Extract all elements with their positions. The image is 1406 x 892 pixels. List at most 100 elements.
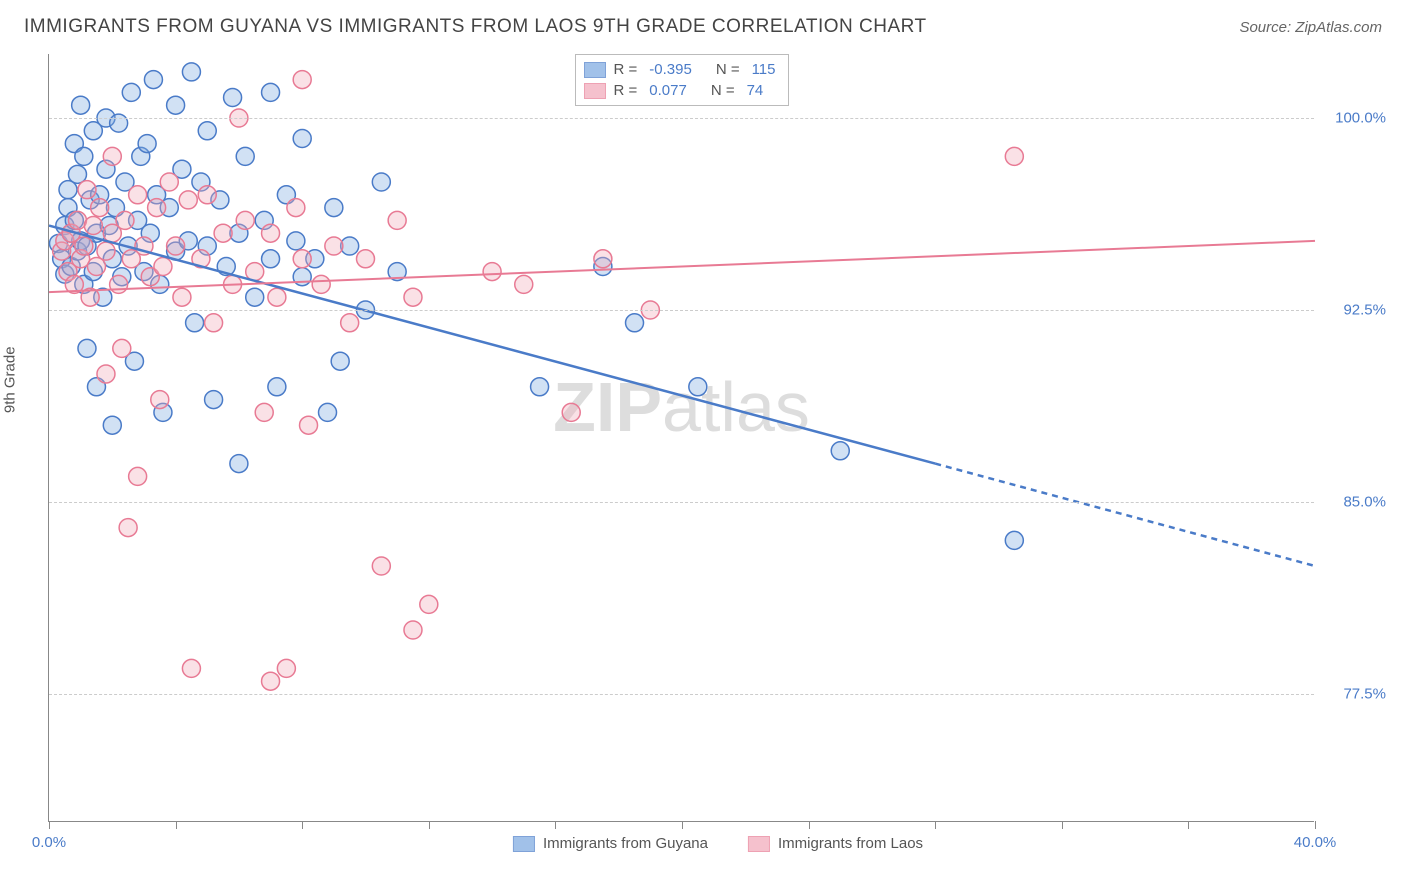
- scatter-point: [205, 391, 223, 409]
- legend-stats: R = -0.395 N = 115 R = 0.077 N = 74: [575, 54, 789, 106]
- scatter-point: [293, 129, 311, 147]
- scatter-point: [110, 114, 128, 132]
- scatter-point: [97, 365, 115, 383]
- xtick: [429, 821, 430, 829]
- regression-line-dashed: [935, 464, 1315, 566]
- scatter-point: [75, 147, 93, 165]
- scatter-point: [287, 232, 305, 250]
- scatter-point: [110, 275, 128, 293]
- legend-n-value: 115: [752, 61, 776, 78]
- scatter-point: [224, 89, 242, 107]
- scatter-point: [357, 250, 375, 268]
- scatter-point: [84, 217, 102, 235]
- regression-line: [49, 241, 1315, 292]
- scatter-point: [138, 135, 156, 153]
- scatter-point: [293, 71, 311, 89]
- scatter-point: [331, 352, 349, 370]
- gridline: [49, 118, 1314, 119]
- legend-n-value: 74: [747, 82, 764, 99]
- scatter-point: [103, 416, 121, 434]
- scatter-point: [300, 416, 318, 434]
- scatter-point: [173, 288, 191, 306]
- legend-item: Immigrants from Guyana: [513, 835, 708, 852]
- xtick: [809, 821, 810, 829]
- xtick: [1188, 821, 1189, 829]
- scatter-point: [312, 275, 330, 293]
- legend-r-label: R =: [614, 82, 638, 99]
- gridline: [49, 502, 1314, 503]
- scatter-point: [148, 199, 166, 217]
- scatter-point: [91, 199, 109, 217]
- legend-r-value: -0.395: [649, 61, 692, 78]
- scatter-point: [388, 211, 406, 229]
- scatter-point: [167, 237, 185, 255]
- scatter-point: [72, 96, 90, 114]
- legend-swatch: [513, 836, 535, 852]
- scatter-point: [689, 378, 707, 396]
- ytick-label: 77.5%: [1343, 686, 1386, 703]
- scatter-point: [119, 519, 137, 537]
- scatter-point: [246, 288, 264, 306]
- scatter-point: [287, 199, 305, 217]
- scatter-point: [831, 442, 849, 460]
- scatter-point: [562, 403, 580, 421]
- scatter-point: [97, 242, 115, 260]
- scatter-point: [626, 314, 644, 332]
- scatter-point: [160, 173, 178, 191]
- xtick: [49, 821, 50, 829]
- chart-title: IMMIGRANTS FROM GUYANA VS IMMIGRANTS FRO…: [24, 16, 927, 38]
- ytick-label: 85.0%: [1343, 494, 1386, 511]
- scatter-point: [325, 237, 343, 255]
- scatter-point: [113, 339, 131, 357]
- scatter-point: [325, 199, 343, 217]
- ytick-label: 92.5%: [1343, 302, 1386, 319]
- scatter-point: [103, 147, 121, 165]
- scatter-point: [268, 378, 286, 396]
- xtick: [935, 821, 936, 829]
- scatter-point: [129, 467, 147, 485]
- scatter-point: [1005, 531, 1023, 549]
- scatter-point: [198, 186, 216, 204]
- legend-bottom: Immigrants from Guyana Immigrants from La…: [513, 835, 923, 852]
- legend-r-value: 0.077: [649, 82, 687, 99]
- scatter-point: [144, 71, 162, 89]
- legend-n-label: N =: [711, 82, 735, 99]
- scatter-point: [129, 186, 147, 204]
- scatter-point: [341, 314, 359, 332]
- legend-item: Immigrants from Laos: [748, 835, 923, 852]
- scatter-point: [182, 63, 200, 81]
- legend-series-name: Immigrants from Laos: [778, 835, 923, 852]
- xtick-label: 40.0%: [1294, 834, 1337, 851]
- scatter-point: [268, 288, 286, 306]
- xtick: [682, 821, 683, 829]
- scatter-point: [293, 250, 311, 268]
- legend-swatch: [748, 836, 770, 852]
- scatter-point: [277, 659, 295, 677]
- scatter-point: [404, 288, 422, 306]
- legend-swatch: [584, 83, 606, 99]
- legend-n-label: N =: [716, 61, 740, 78]
- xtick: [176, 821, 177, 829]
- scatter-point: [186, 314, 204, 332]
- scatter-point: [182, 659, 200, 677]
- scatter-point: [154, 257, 172, 275]
- source-attribution: Source: ZipAtlas.com: [1239, 19, 1382, 36]
- scatter-point: [236, 147, 254, 165]
- legend-series-name: Immigrants from Guyana: [543, 835, 708, 852]
- scatter-point: [594, 250, 612, 268]
- xtick: [1315, 821, 1316, 829]
- scatter-point: [483, 263, 501, 281]
- scatter-point: [372, 557, 390, 575]
- scatter-point: [262, 83, 280, 101]
- scatter-point: [1005, 147, 1023, 165]
- scatter-point: [179, 191, 197, 209]
- scatter-point: [198, 122, 216, 140]
- scatter-point: [372, 173, 390, 191]
- legend-stat-row: R = 0.077 N = 74: [584, 80, 780, 101]
- scatter-point: [205, 314, 223, 332]
- chart-container: 9th Grade ZIPatlas R =-0.395N =115R =0.0…: [48, 54, 1388, 822]
- legend-swatch: [584, 62, 606, 78]
- scatter-point: [262, 672, 280, 690]
- scatter-point: [78, 339, 96, 357]
- y-axis-label: 9th Grade: [2, 346, 19, 413]
